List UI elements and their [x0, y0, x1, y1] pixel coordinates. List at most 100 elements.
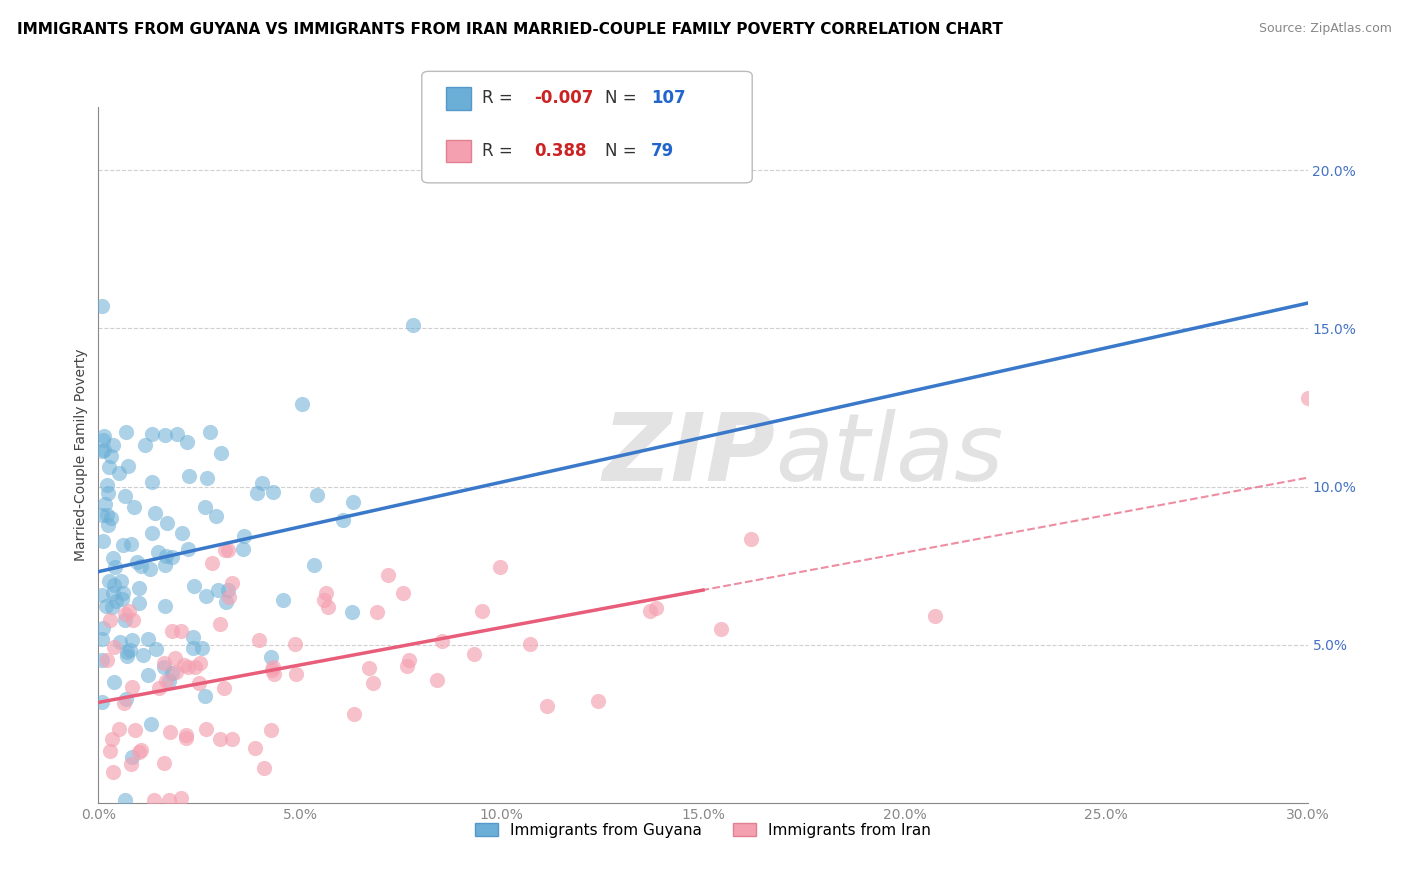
Point: [98, 459, 121, 474]
Text: ZIP: ZIP: [603, 409, 776, 501]
Point: [139, 717, 162, 731]
Point: [214, 543, 236, 558]
Point: [155, 674, 177, 689]
Point: [174, 731, 197, 746]
Point: [232, 541, 254, 556]
Point: [536, 698, 558, 713]
Point: [377, 568, 399, 582]
Text: Source: ZipAtlas.com: Source: ZipAtlas.com: [1258, 22, 1392, 36]
Point: [112, 586, 135, 600]
Point: [207, 583, 229, 598]
Point: [246, 485, 269, 500]
Point: [218, 590, 240, 604]
Point: [361, 676, 384, 690]
Point: [284, 666, 307, 681]
Point: [194, 590, 217, 604]
Point: [153, 428, 176, 442]
Point: [209, 445, 232, 459]
Point: [114, 425, 136, 440]
Point: [160, 665, 183, 680]
Point: [366, 605, 388, 619]
Point: [114, 489, 136, 503]
Point: [291, 397, 314, 411]
Point: [136, 632, 159, 646]
Point: [96, 478, 118, 492]
Point: [91, 653, 114, 667]
Point: [148, 681, 170, 695]
Point: [152, 756, 174, 771]
Point: [114, 607, 136, 621]
Point: [191, 640, 214, 655]
Point: [91, 508, 114, 522]
Text: N =: N =: [605, 89, 641, 107]
Point: [165, 665, 187, 679]
Point: [124, 723, 146, 738]
Point: [101, 764, 124, 779]
Point: [177, 469, 200, 483]
Point: [247, 633, 270, 648]
Point: [122, 500, 145, 514]
Point: [181, 630, 204, 644]
Point: [432, 634, 454, 648]
Point: [136, 667, 159, 681]
Point: [316, 599, 339, 614]
Point: [312, 593, 335, 607]
Point: [115, 645, 138, 659]
Point: [143, 506, 166, 520]
Text: N =: N =: [605, 142, 641, 160]
Point: [340, 606, 363, 620]
Point: [128, 745, 150, 759]
Point: [332, 513, 354, 527]
Point: [160, 549, 183, 564]
Point: [157, 792, 180, 806]
Point: [165, 650, 187, 665]
Point: [217, 543, 239, 558]
Point: [141, 475, 163, 490]
Point: [153, 656, 176, 670]
Point: [243, 741, 266, 756]
Point: [110, 574, 132, 588]
Point: [120, 757, 142, 772]
Point: [118, 604, 141, 618]
Point: [173, 657, 195, 672]
Point: [217, 582, 239, 597]
Point: [302, 558, 325, 573]
Point: [114, 792, 136, 806]
Point: [284, 637, 307, 651]
Point: [395, 659, 418, 673]
Point: [342, 494, 364, 508]
Point: [125, 555, 148, 569]
Point: [194, 500, 217, 514]
Point: [176, 435, 198, 450]
Point: [221, 576, 243, 591]
Point: [194, 689, 217, 703]
Point: [205, 508, 228, 523]
Point: [156, 516, 179, 530]
Point: [100, 732, 122, 747]
Point: [233, 529, 256, 543]
Point: [101, 599, 124, 614]
Point: [398, 653, 420, 667]
Point: [644, 600, 666, 615]
Point: [343, 706, 366, 721]
Point: [101, 586, 124, 600]
Point: [134, 438, 156, 452]
Point: [359, 661, 381, 675]
Point: [177, 541, 200, 556]
Point: [121, 750, 143, 764]
Point: [103, 674, 125, 689]
Point: [260, 663, 283, 677]
Point: [924, 608, 946, 623]
Point: [177, 659, 200, 673]
Point: [169, 791, 191, 805]
Point: [471, 604, 494, 618]
Point: [103, 640, 125, 655]
Text: 107: 107: [651, 89, 686, 107]
Point: [160, 624, 183, 639]
Point: [101, 438, 124, 452]
Point: [93, 443, 115, 458]
Point: [183, 579, 205, 593]
Point: [129, 559, 152, 574]
Point: [96, 508, 118, 522]
Point: [181, 640, 204, 655]
